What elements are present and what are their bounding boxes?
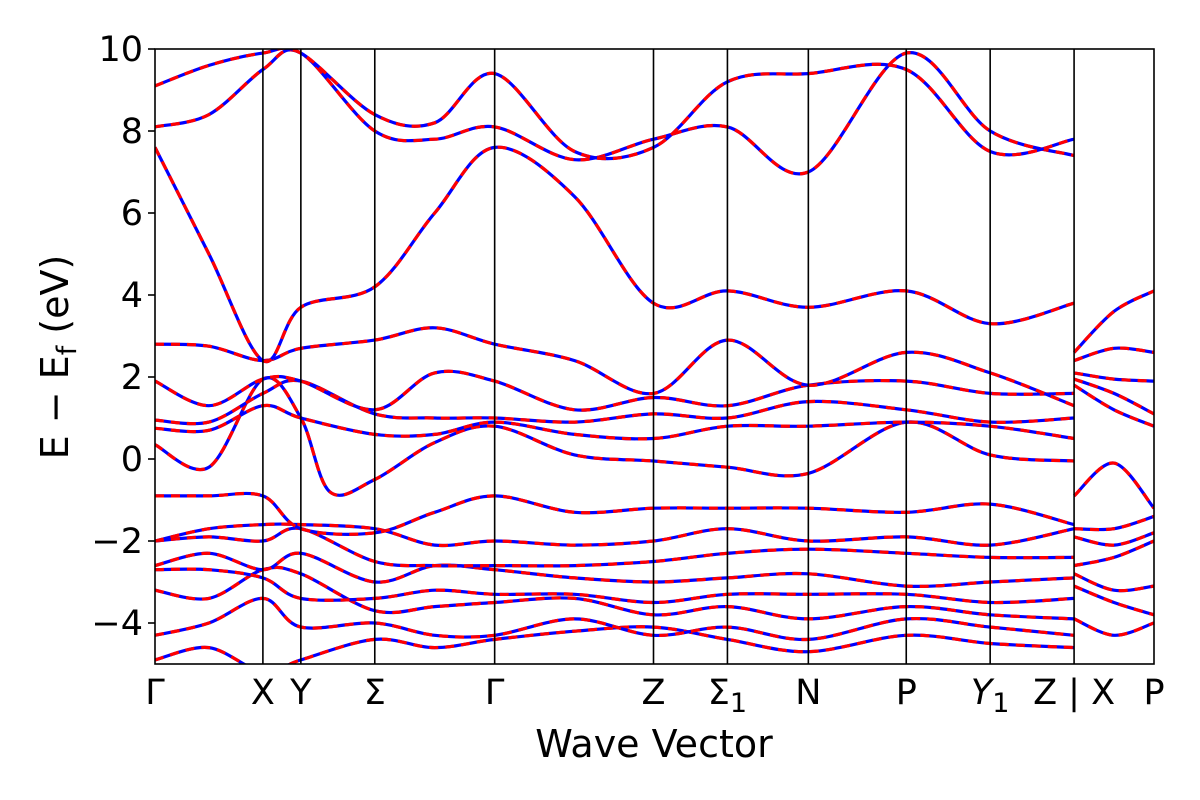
band-line-11-red-dashed	[155, 369, 1075, 412]
x-tick-label-1: X	[251, 673, 275, 713]
band-line-15-red-dashed	[155, 49, 1075, 161]
band-line-14-red-dashed	[155, 49, 1075, 176]
band-line-19-blue	[1073, 377, 1154, 416]
plot-frame	[154, 48, 1155, 665]
x-tick-label-2: Y	[289, 673, 312, 713]
band-line-0-blue	[155, 625, 1075, 664]
x-tick-label-3: Σ	[364, 673, 386, 713]
band-line-27-blue	[1073, 617, 1154, 637]
y-axis-title: E − Ef (eV)	[33, 255, 83, 460]
band-line-17-blue	[1073, 346, 1154, 363]
band-line-15-blue	[155, 49, 1075, 161]
band-line-25-blue	[1073, 572, 1154, 593]
y-tick-label-2: 0	[121, 440, 143, 480]
y-tick-label-0: −4	[91, 604, 143, 644]
x-axis-ticks: Γ X Y Σ Γ Z Σ1 N P Y1 Z | X P	[145, 673, 1164, 719]
bands-layer	[155, 49, 1154, 664]
band-line-21-red-dashed	[1072, 461, 1154, 510]
band-line-22-red-dashed	[1074, 514, 1154, 532]
x-tick-label-10: Z | X	[1033, 673, 1115, 713]
band-line-5-blue	[155, 526, 1075, 568]
band-line-23-red-dashed	[1073, 531, 1154, 547]
band-line-1-red-dashed	[155, 596, 1075, 642]
band-line-27-red-dashed	[1073, 617, 1154, 637]
x-tick-label-8: P	[896, 673, 917, 713]
y-axis-ticks: −4 −2 0 2 4 6 8 10	[91, 30, 155, 644]
y-tick-label-4: 4	[121, 276, 143, 316]
x-tick-label-11: P	[1143, 673, 1164, 713]
band-line-9-blue	[155, 403, 1075, 441]
band-line-13-red-dashed	[155, 145, 1075, 364]
y-tick-label-7: 10	[98, 30, 143, 70]
band-line-26-blue	[1073, 584, 1154, 617]
band-line-5-red-dashed	[155, 526, 1075, 568]
band-line-25-red-dashed	[1073, 572, 1154, 593]
x-tick-label-6: Σ1	[708, 673, 747, 719]
band-line-16-blue	[1072, 289, 1154, 354]
x-tick-label-7: N	[795, 673, 821, 713]
kpoint-lines	[262, 49, 1075, 664]
band-line-24-red-dashed	[1073, 539, 1154, 568]
x-tick-label-0: Γ	[145, 673, 165, 713]
band-line-0-red-dashed	[155, 625, 1075, 664]
band-line-16-red-dashed	[1072, 289, 1154, 354]
band-line-12-red-dashed	[155, 326, 1075, 408]
band-line-18-red-dashed	[1073, 371, 1154, 383]
y-tick-label-6: 8	[121, 112, 143, 152]
band-line-2-blue	[155, 565, 1075, 621]
band-line-20-red-dashed	[1073, 383, 1154, 428]
y-tick-label-1: −2	[91, 522, 143, 562]
band-line-17-red-dashed	[1073, 346, 1154, 363]
band-line-21-blue	[1072, 461, 1154, 510]
x-tick-label-9: Y1	[971, 673, 1010, 719]
y-tick-label-3: 2	[121, 358, 143, 398]
band-line-8-red-dashed	[155, 376, 1075, 497]
y-tick-label-5: 6	[121, 194, 143, 234]
x-tick-label-5: Z	[642, 673, 666, 713]
band-line-12-blue	[155, 326, 1075, 408]
x-tick-label-4: Γ	[485, 673, 505, 713]
band-line-2-red-dashed	[155, 565, 1075, 621]
x-axis-title: Wave Vector	[535, 722, 773, 766]
